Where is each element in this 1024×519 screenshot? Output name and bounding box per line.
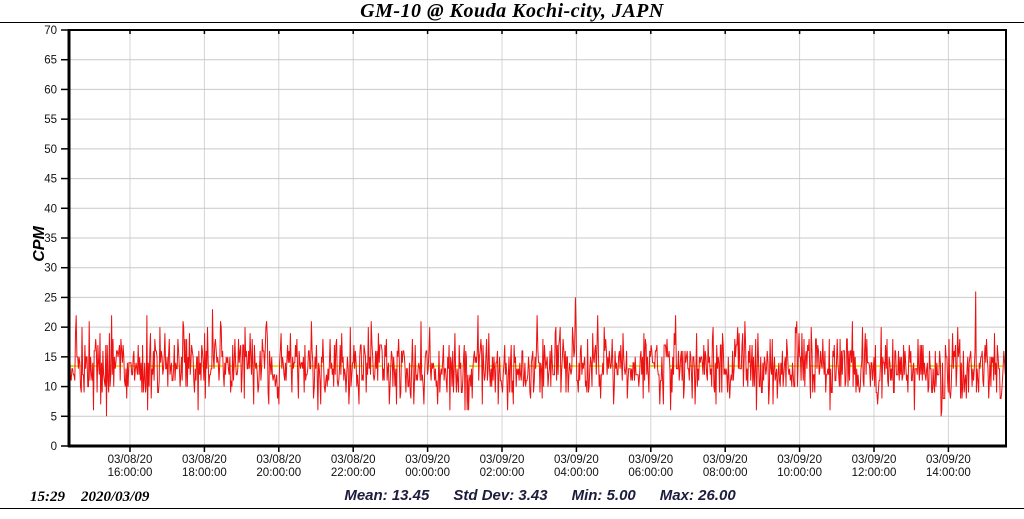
- title-divider: [0, 22, 1024, 23]
- y-tick-label: 0: [51, 441, 57, 453]
- stat-std-dev: Std Dev: 3.43: [453, 487, 548, 504]
- y-tick-label: 60: [44, 84, 57, 96]
- y-tick-label: 50: [44, 144, 57, 156]
- y-tick-label: 70: [44, 25, 57, 37]
- statistics-bar: Mean: 13.45 Std Dev: 3.43 Min: 5.00 Max:…: [344, 487, 735, 504]
- x-tick-label: 03/09/20 00:00:00: [405, 454, 450, 479]
- footer-divider: [0, 508, 1024, 509]
- x-tick-label: 03/09/20 04:00:00: [554, 454, 599, 479]
- y-tick-label: 35: [44, 233, 57, 245]
- clock-time: 15:29: [30, 489, 65, 505]
- status-clock: 15:29 2020/03/09: [30, 489, 149, 506]
- y-tick-label: 15: [44, 352, 57, 364]
- y-tick-label: 40: [44, 203, 57, 215]
- x-tick-label: 03/09/20 14:00:00: [926, 454, 971, 479]
- x-tick-label: 03/09/20 10:00:00: [777, 454, 822, 479]
- y-tick-label: 45: [44, 174, 57, 186]
- y-tick-label: 65: [44, 55, 57, 67]
- y-tick-label: 55: [44, 114, 57, 126]
- y-tick-label: 5: [51, 411, 57, 423]
- y-tick-label: 20: [44, 322, 57, 334]
- x-tick-labels: 03/08/20 16:00:00 03/08/20 18:00:00 03/08/20…: [108, 454, 971, 479]
- stat-max: Max: 26.00: [659, 487, 736, 504]
- y-tick-labels: 0 5 10 15 20 25 30 35 40 45 50 55 60 65 70: [44, 25, 57, 453]
- stat-mean: Mean: 13.45: [344, 487, 430, 504]
- x-tick-label: 03/09/20 06:00:00: [628, 454, 673, 479]
- x-tick-label: 03/08/20 16:00:00: [108, 454, 153, 479]
- x-tick-label: 03/08/20 18:00:00: [182, 454, 227, 479]
- x-tick-label: 03/08/20 20:00:00: [256, 454, 301, 479]
- chart-title: GM-10 @ Kouda Kochi-city, JAPN: [360, 0, 664, 22]
- x-tick-label: 03/08/20 22:00:00: [331, 454, 376, 479]
- y-tick-label: 10: [44, 382, 57, 394]
- y-tick-label: 30: [44, 263, 57, 275]
- cpm-trace: [68, 291, 1007, 417]
- stat-min: Min: 5.00: [571, 487, 636, 504]
- y-tick-label: 25: [44, 292, 57, 304]
- x-tick-label: 03/09/20 08:00:00: [703, 454, 748, 479]
- clock-date: 2020/03/09: [81, 489, 150, 505]
- x-tick-label: 03/09/20 02:00:00: [480, 454, 525, 479]
- x-tick-label: 03/09/20 12:00:00: [852, 454, 897, 479]
- tick-marks: [61, 29, 950, 452]
